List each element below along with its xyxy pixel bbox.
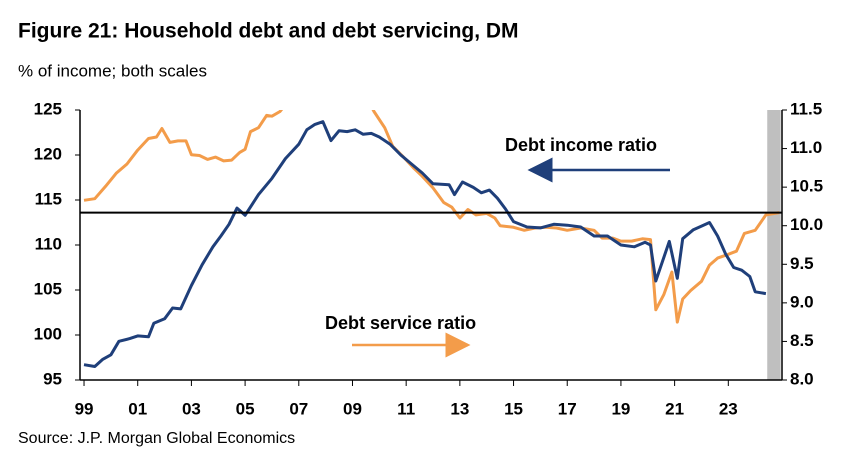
x-tick-label: 05: [236, 399, 255, 418]
y-tick-label: 95: [43, 369, 62, 388]
y-tick-label: 110: [35, 234, 62, 253]
chart-title: Figure 21: Household debt and debt servi…: [18, 20, 519, 43]
series-line: [83, 110, 780, 324]
y2-tick-label: 10.0: [790, 215, 823, 234]
y2-tick-label: 9.5: [790, 254, 814, 273]
x-tick-label: 17: [558, 399, 577, 418]
source-note: Source: J.P. Morgan Global Economics: [18, 430, 295, 447]
y2-tick-label: 9.0: [790, 292, 814, 311]
x-tick-label: 21: [665, 399, 684, 418]
annotation-label: Debt service ratio: [325, 313, 476, 333]
y2-tick-label: 11.0: [790, 138, 822, 157]
y2-tick-label: 10.5: [790, 177, 823, 196]
y2-tick-label: 8.0: [790, 369, 814, 388]
series-line: [83, 120, 767, 368]
y2-tick-label: 8.5: [790, 331, 814, 350]
x-tick-label: 11: [397, 399, 415, 418]
shaded-band: [767, 110, 781, 380]
annotation-label: Debt income ratio: [505, 135, 657, 155]
y-tick-label: 100: [34, 324, 62, 343]
x-tick-label: 15: [504, 399, 523, 418]
y-tick-label: 120: [34, 144, 62, 163]
x-tick-label: 07: [289, 399, 308, 418]
x-tick-label: 03: [182, 399, 201, 418]
plot-area: 951001051101151201258.08.59.09.510.010.5…: [34, 99, 823, 418]
chart-subtitle: % of income; both scales: [18, 61, 207, 80]
x-tick-label: 23: [719, 399, 738, 418]
y-tick-label: 105: [34, 279, 62, 298]
x-tick-label: 99: [75, 399, 94, 418]
x-tick-label: 01: [128, 399, 147, 418]
x-tick-label: 09: [343, 399, 362, 418]
x-tick-label: 13: [450, 399, 469, 418]
y-tick-label: 115: [35, 189, 62, 208]
x-tick-label: 19: [611, 399, 630, 418]
y2-tick-label: 11.5: [790, 99, 822, 118]
y-tick-label: 125: [34, 99, 62, 118]
